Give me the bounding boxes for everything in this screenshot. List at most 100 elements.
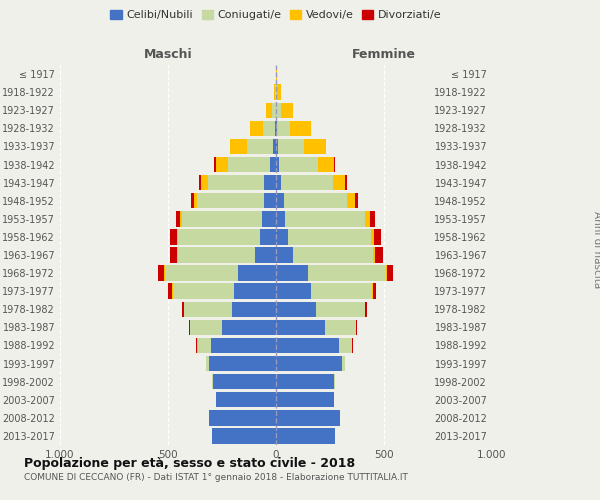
Bar <box>230 138 247 154</box>
Bar <box>176 229 178 244</box>
Bar <box>208 175 264 190</box>
Bar <box>276 374 334 390</box>
Bar <box>164 266 165 281</box>
Bar <box>263 120 275 136</box>
Bar <box>168 284 172 299</box>
Bar <box>279 157 318 172</box>
Bar <box>374 229 381 244</box>
Text: Maschi: Maschi <box>143 48 193 62</box>
Bar <box>178 229 260 244</box>
Bar <box>308 266 386 281</box>
Bar <box>199 175 202 190</box>
Bar <box>194 193 197 208</box>
Bar <box>277 84 281 100</box>
Bar <box>215 157 229 172</box>
Bar <box>170 248 176 262</box>
Bar <box>355 193 358 208</box>
Bar <box>211 338 276 353</box>
Bar <box>260 229 276 244</box>
Bar <box>293 248 373 262</box>
Bar <box>281 175 333 190</box>
Bar <box>165 266 238 281</box>
Bar <box>338 338 352 353</box>
Bar <box>304 138 326 154</box>
Bar <box>277 120 290 136</box>
Bar <box>275 120 276 136</box>
Bar <box>276 175 281 190</box>
Bar <box>373 248 376 262</box>
Bar <box>188 320 190 335</box>
Bar <box>212 374 214 390</box>
Bar <box>191 193 194 208</box>
Bar <box>376 248 383 262</box>
Bar <box>365 211 370 226</box>
Bar <box>178 248 256 262</box>
Bar <box>206 356 209 372</box>
Bar <box>276 284 311 299</box>
Bar <box>342 356 345 372</box>
Bar <box>232 302 276 317</box>
Bar <box>276 193 284 208</box>
Bar <box>276 338 338 353</box>
Bar <box>284 193 347 208</box>
Bar <box>269 157 276 172</box>
Bar <box>214 374 276 390</box>
Bar <box>387 266 392 281</box>
Bar <box>262 211 276 226</box>
Bar <box>182 211 262 226</box>
Bar <box>238 266 276 281</box>
Bar <box>276 266 308 281</box>
Bar <box>222 320 276 335</box>
Bar <box>371 229 374 244</box>
Bar <box>190 320 222 335</box>
Bar <box>173 284 234 299</box>
Bar <box>333 175 345 190</box>
Bar <box>386 266 387 281</box>
Bar <box>276 320 325 335</box>
Bar <box>214 157 215 172</box>
Legend: Celibi/Nubili, Coniugati/e, Vedovi/e, Divorziati/e: Celibi/Nubili, Coniugati/e, Vedovi/e, Di… <box>106 6 446 25</box>
Bar <box>318 157 334 172</box>
Bar <box>284 211 365 226</box>
Bar <box>182 302 184 317</box>
Bar <box>276 428 335 444</box>
Bar <box>184 302 232 317</box>
Bar <box>373 284 376 299</box>
Bar <box>334 374 335 390</box>
Bar <box>197 193 264 208</box>
Bar <box>311 284 372 299</box>
Bar <box>345 175 347 190</box>
Bar <box>334 157 335 172</box>
Bar <box>347 193 355 208</box>
Bar <box>278 138 304 154</box>
Bar <box>370 211 376 226</box>
Bar <box>356 320 357 335</box>
Bar <box>276 66 277 82</box>
Bar <box>250 120 263 136</box>
Bar <box>372 284 373 299</box>
Bar <box>290 120 311 136</box>
Bar <box>276 211 284 226</box>
Bar <box>288 229 371 244</box>
Text: Femmine: Femmine <box>352 48 416 62</box>
Bar <box>276 84 277 100</box>
Bar <box>281 102 293 118</box>
Bar <box>212 428 276 444</box>
Bar <box>325 320 356 335</box>
Bar <box>276 138 278 154</box>
Bar <box>276 157 279 172</box>
Bar <box>316 302 365 317</box>
Bar <box>276 410 340 426</box>
Bar <box>176 211 180 226</box>
Bar <box>276 302 316 317</box>
Bar <box>274 84 275 100</box>
Bar <box>176 248 178 262</box>
Bar <box>352 338 353 353</box>
Bar <box>172 284 173 299</box>
Bar <box>170 229 176 244</box>
Bar <box>266 102 272 118</box>
Bar <box>234 284 276 299</box>
Bar <box>209 356 276 372</box>
Bar <box>229 157 269 172</box>
Bar <box>202 175 208 190</box>
